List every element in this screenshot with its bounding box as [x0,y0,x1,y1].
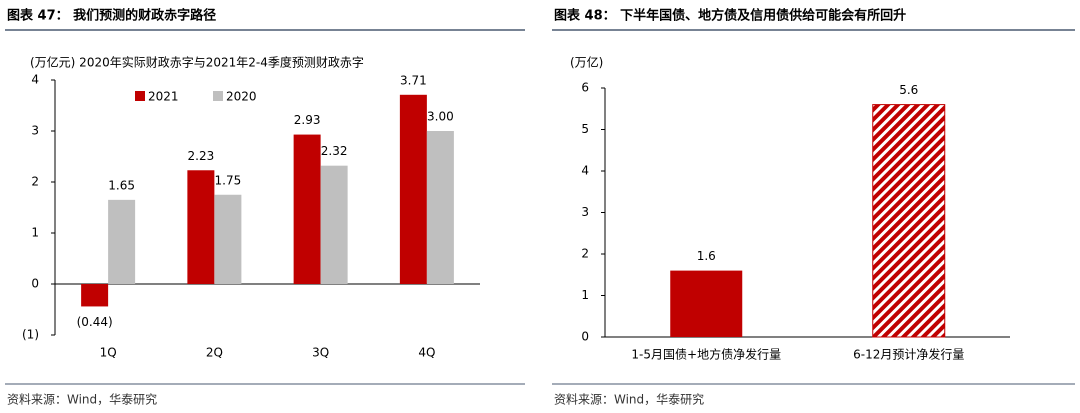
bar [187,170,215,284]
chart-title: 图表 48： 下半年国债、地方债及信用债供给可能会有所回升 [554,8,906,24]
data-label: 1.75 [215,173,242,187]
source-note: 资料来源：Wind，华泰研究 [554,392,704,407]
subtitle: (万亿) [570,55,603,70]
y-tick-label: 0 [581,330,589,344]
data-label: 5.6 [899,83,918,97]
x-tick-label: 6-12月预计净发行量 [853,347,964,362]
data-label: 3.00 [427,110,454,124]
y-tick-label: 6 [581,81,589,95]
y-tick-label: 5 [581,122,589,136]
bar [670,270,743,337]
y-tick-label: 3 [31,124,39,138]
data-label: 2.93 [294,113,321,127]
x-tick-label: 1-5月国债+地方债净发行量 [631,347,781,362]
legend-swatch [135,91,145,101]
legend-label: 2020 [226,90,257,104]
x-tick-label: 4Q [418,346,435,360]
x-tick-label: 3Q [312,346,329,360]
data-label: 1.65 [108,178,135,192]
source-note: 资料来源：Wind，华泰研究 [7,392,157,407]
y-tick-label: 4 [31,73,39,87]
bar [214,194,242,284]
bar [108,199,136,284]
bar [81,284,109,307]
bar [293,134,321,284]
legend-swatch [213,91,223,101]
y-tick-label: 1 [31,226,39,240]
y-tick-label: 3 [581,205,589,219]
x-tick-label: 1Q [100,346,117,360]
legend-label: 2021 [148,90,179,104]
bar [872,104,946,338]
y-tick-label: 2 [581,247,589,261]
x-tick-label: 2Q [206,346,223,360]
chart-title: 图表 47： 我们预测的财政赤字路径 [7,8,216,24]
y-tick-label: 1 [581,288,589,302]
subtitle: (万亿元) 2020年实际财政赤字与2021年2-4季度预测财政赤字 [30,55,364,70]
data-label: 2.23 [188,149,215,163]
data-label: 3.71 [400,73,427,87]
bar [426,131,454,284]
data-label: 2.32 [321,144,348,158]
y-tick-label: 4 [581,164,589,178]
y-tick-label: (1) [22,328,39,342]
data-label: (0.44) [77,315,113,329]
y-tick-label: 2 [31,175,39,189]
bar [399,94,427,284]
data-label: 1.6 [697,249,716,263]
bar [320,165,348,284]
y-tick-label: 0 [31,277,39,291]
